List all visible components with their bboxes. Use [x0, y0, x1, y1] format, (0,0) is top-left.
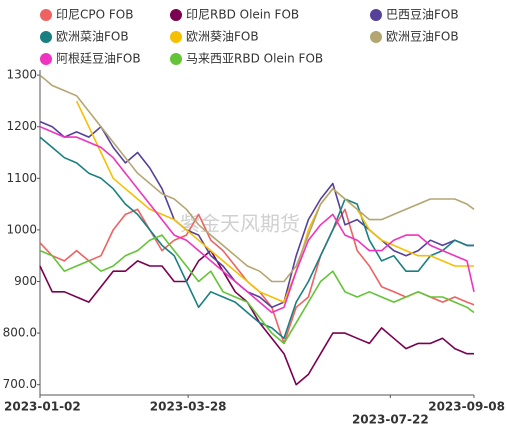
- legend-label: 欧洲葵油FOB: [186, 30, 259, 44]
- legend-marker: [40, 31, 52, 43]
- legend-label: 巴西豆油FOB: [386, 8, 459, 22]
- legend-label: 阿根廷豆油FOB: [56, 52, 141, 66]
- series-line: [39, 120, 474, 309]
- y-tick-label: 700.0: [3, 377, 37, 391]
- series-line: [75, 100, 474, 303]
- x-tick-label: 2023-09-08: [428, 400, 505, 414]
- legend-label: 欧洲豆油FOB: [386, 30, 459, 44]
- y-tick-label: 1300: [6, 68, 37, 82]
- legend-label: 欧洲菜油FOB: [56, 30, 129, 44]
- legend-label: 印尼CPO FOB: [56, 8, 133, 22]
- series-line: [39, 125, 475, 314]
- legend-marker: [40, 53, 52, 65]
- legend-marker: [370, 31, 382, 43]
- legend-marker: [40, 9, 52, 21]
- legend-label: 马来西亚RBD Olein FOB: [186, 52, 323, 66]
- series-line: [39, 74, 475, 283]
- legend-marker: [170, 31, 182, 43]
- legend-marker: [170, 9, 182, 21]
- legend-marker: [170, 53, 182, 65]
- x-tick-label: 2023-07-22: [352, 413, 429, 427]
- series-line: [39, 136, 474, 340]
- y-tick-label: 1100: [6, 171, 37, 185]
- y-tick-label: 1000: [6, 222, 37, 236]
- x-tick-label: 2023-03-28: [150, 400, 227, 414]
- y-tick-label: 900: [14, 274, 37, 288]
- x-tick-label: 2023-01-02: [4, 400, 81, 414]
- legend-marker: [370, 9, 382, 21]
- y-tick-label: 1200: [6, 119, 37, 133]
- y-tick-label: 800.0: [3, 326, 37, 340]
- legend-label: 印尼RBD Olein FOB: [186, 8, 299, 22]
- series-line: [39, 234, 475, 345]
